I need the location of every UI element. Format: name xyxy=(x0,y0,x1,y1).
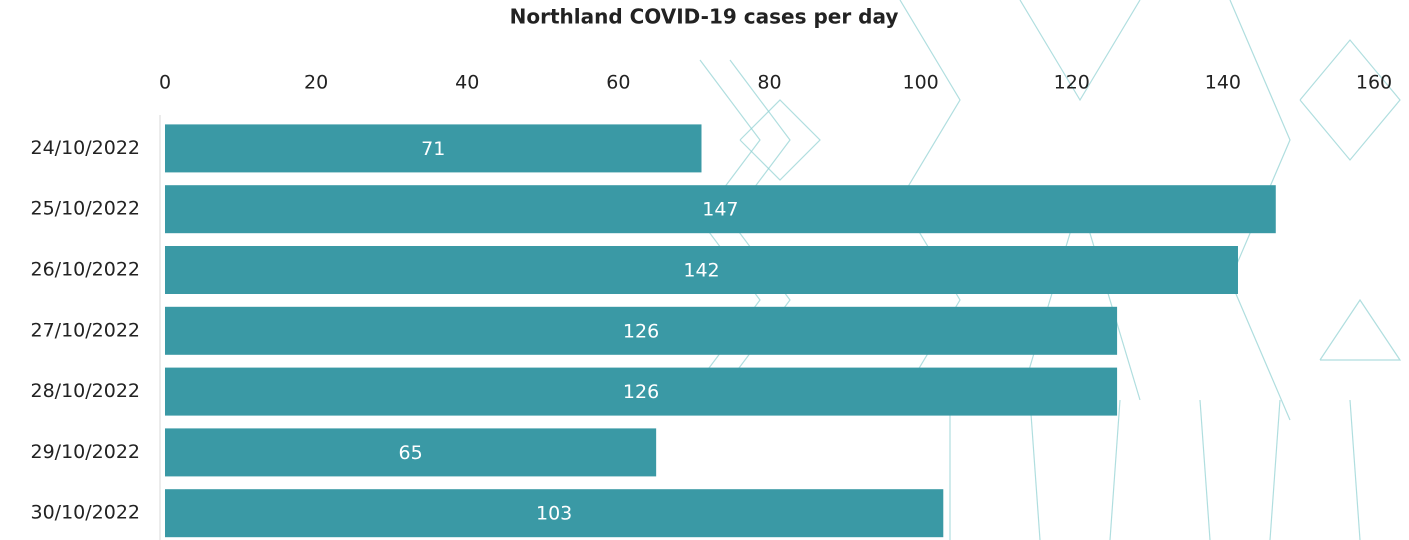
data-label: 126 xyxy=(623,320,659,342)
x-tick-label: 60 xyxy=(606,72,630,94)
y-tick-label: 24/10/2022 xyxy=(30,137,140,159)
y-tick-label: 28/10/2022 xyxy=(30,380,140,402)
bar xyxy=(165,246,1238,294)
bar xyxy=(165,124,702,173)
x-tick-label: 20 xyxy=(304,72,328,94)
x-tick-label: 140 xyxy=(1205,72,1241,94)
x-tick-label: 40 xyxy=(455,72,479,94)
y-tick-label: 25/10/2022 xyxy=(30,198,140,220)
y-tick-label: 30/10/2022 xyxy=(30,502,140,524)
data-label: 147 xyxy=(702,199,738,221)
data-label: 126 xyxy=(623,381,659,403)
data-label: 103 xyxy=(536,503,572,525)
x-tick-label: 120 xyxy=(1054,72,1090,94)
bar xyxy=(165,428,657,477)
x-tick-label: 160 xyxy=(1356,72,1392,94)
bar xyxy=(165,306,1118,355)
bar xyxy=(165,367,1118,416)
x-tick-label: 80 xyxy=(757,72,781,94)
data-label: 71 xyxy=(421,138,445,160)
x-tick-label: 100 xyxy=(902,72,938,94)
data-label: 142 xyxy=(683,260,719,282)
y-tick-label: 27/10/2022 xyxy=(30,319,140,341)
bar xyxy=(165,185,1276,234)
y-tick-label: 29/10/2022 xyxy=(30,441,140,463)
bar xyxy=(165,489,944,538)
x-tick-label: 0 xyxy=(159,72,171,94)
data-label: 65 xyxy=(398,442,422,464)
chart-title: Northland COVID-19 cases per day xyxy=(510,5,899,29)
y-tick-label: 26/10/2022 xyxy=(30,259,140,281)
